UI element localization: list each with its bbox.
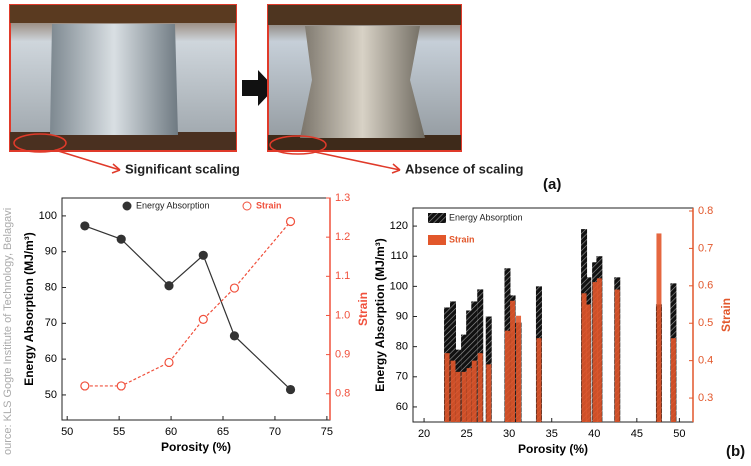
figure: Significant scaling Absence of scaling (… — [0, 0, 751, 461]
x-tick-label: 30 — [503, 428, 515, 440]
x-axis-label: Porosity (%) — [518, 442, 588, 456]
point — [230, 284, 238, 292]
bar — [478, 353, 483, 422]
y2-tick-label: 0.3 — [698, 392, 713, 404]
y-tick-label: 80 — [396, 341, 408, 353]
pointer — [55, 150, 120, 170]
legend-label: Strain — [449, 234, 475, 244]
point — [199, 251, 207, 259]
bar — [586, 305, 591, 422]
legend-marker — [243, 202, 251, 210]
y2-tick-label: 1.1 — [335, 270, 350, 282]
y-tick-label: 70 — [45, 317, 57, 329]
x-tick-label: 20 — [418, 428, 430, 440]
y2-tick-label: 1.0 — [335, 309, 350, 321]
y2-tick-label: 0.6 — [698, 280, 713, 292]
bar — [445, 353, 450, 422]
bar — [516, 316, 521, 422]
y2-tick-label: 1.2 — [335, 231, 350, 243]
legend-swatch — [428, 235, 446, 245]
y-tick-label: 60 — [45, 353, 57, 365]
y2-tick-label: 0.9 — [335, 349, 350, 361]
x-tick-label: 55 — [113, 426, 125, 438]
pointer — [315, 152, 400, 170]
photo-label: Absence of scaling — [405, 161, 524, 176]
point — [165, 282, 173, 290]
bar — [467, 368, 472, 422]
point — [117, 235, 125, 243]
bar — [615, 290, 620, 422]
series-line — [85, 221, 291, 385]
legend-marker — [123, 202, 131, 210]
legend-label: Energy Absorption — [449, 212, 523, 222]
source-watermark: ource: KLS Gogte Institute of Technology… — [2, 208, 14, 455]
legend-swatch — [428, 213, 446, 223]
point — [81, 222, 89, 230]
y2-tick-label: 1.3 — [335, 192, 350, 204]
point — [230, 332, 238, 340]
point — [287, 217, 295, 225]
bar — [462, 372, 467, 422]
bar — [671, 338, 676, 422]
legend-label: Energy Absorption — [136, 200, 210, 210]
page: Significant scaling Absence of scaling (… — [0, 0, 751, 466]
bar — [472, 361, 477, 422]
point — [199, 315, 207, 323]
y-axis-label: Energy Absorption (MJ/m³) — [22, 232, 36, 386]
y-tick-label: 100 — [39, 210, 57, 222]
bar — [593, 282, 598, 422]
x-tick-label: 50 — [673, 428, 685, 440]
point — [117, 382, 125, 390]
y-tick-label: 50 — [45, 389, 57, 401]
x-axis-label: Porosity (%) — [161, 440, 231, 454]
y2-tick-label: 0.7 — [698, 242, 713, 254]
bar — [656, 233, 661, 422]
y2-tick-label: 0.5 — [698, 317, 713, 329]
y-tick-label: 80 — [45, 281, 57, 293]
bar — [536, 338, 541, 422]
x-tick-label: 50 — [61, 426, 73, 438]
x-tick-label: 70 — [269, 426, 281, 438]
y2-tick-label: 0.4 — [698, 355, 713, 367]
photo-label: Significant scaling — [125, 161, 240, 176]
photo-left — [10, 5, 236, 152]
bar — [582, 293, 587, 422]
y2-tick-label: 0.8 — [698, 205, 713, 217]
bar — [451, 361, 456, 422]
y-tick-label: 120 — [390, 220, 408, 232]
x-tick-label: 45 — [631, 428, 643, 440]
panel-label: (b) — [726, 443, 745, 460]
bar — [456, 372, 461, 422]
series-line — [85, 226, 291, 390]
point — [165, 358, 173, 366]
bar — [486, 364, 491, 422]
legend-label: Strain — [256, 200, 282, 210]
bar — [505, 331, 510, 422]
y-tick-label: 60 — [396, 401, 408, 413]
x-tick-label: 60 — [165, 426, 177, 438]
bar — [510, 301, 515, 422]
x-tick-label: 25 — [460, 428, 472, 440]
x-tick-label: 40 — [588, 428, 600, 440]
y2-axis-label: Strain — [719, 298, 733, 332]
x-tick-label: 75 — [321, 426, 333, 438]
y-tick-label: 90 — [396, 310, 408, 322]
y-tick-label: 70 — [396, 371, 408, 383]
bar — [597, 278, 602, 422]
photo-right — [268, 5, 461, 154]
y-axis-label: Energy Absorption (MJ/m³) — [373, 238, 387, 392]
panel-label: (a) — [543, 176, 561, 193]
y-tick-label: 90 — [45, 246, 57, 258]
y2-axis-label: Strain — [356, 292, 370, 326]
x-tick-label: 65 — [217, 426, 229, 438]
y-tick-label: 110 — [390, 250, 408, 262]
point — [81, 382, 89, 390]
x-tick-label: 35 — [546, 428, 558, 440]
point — [287, 386, 295, 394]
y2-tick-label: 0.8 — [335, 388, 350, 400]
y-tick-label: 100 — [390, 280, 408, 292]
